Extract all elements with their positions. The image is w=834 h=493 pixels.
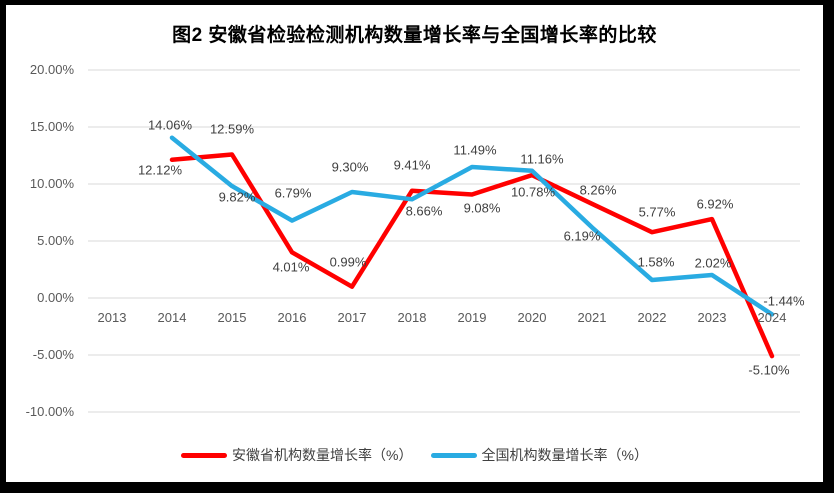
y-tick-label: 5.00% xyxy=(37,233,74,248)
legend-label: 全国机构数量增长率（%） xyxy=(481,447,648,463)
y-tick-label: 20.00% xyxy=(29,62,74,77)
x-tick-label: 2017 xyxy=(337,310,367,325)
x-tick-label: 2019 xyxy=(457,310,487,325)
x-tick-label: 2022 xyxy=(637,310,667,325)
data-label: 6.92% xyxy=(696,196,734,212)
data-label: 9.08% xyxy=(463,200,501,216)
y-tick-label: 15.00% xyxy=(29,119,74,134)
data-label: 0.99% xyxy=(329,254,367,270)
data-label: 2.02% xyxy=(694,255,732,271)
legend-item-0: 安徽省机构数量增长率（%） xyxy=(181,445,413,465)
data-label: 6.79% xyxy=(274,185,312,201)
data-label: 10.78% xyxy=(510,184,556,200)
y-tick-label: 0.00% xyxy=(37,290,74,305)
data-label: 4.01% xyxy=(272,259,310,275)
data-label: -1.44% xyxy=(763,293,805,309)
data-label: 12.12% xyxy=(137,162,183,178)
y-tick-label: 10.00% xyxy=(29,176,74,191)
y-tick-label: -5.00% xyxy=(32,347,74,362)
x-tick-label: 2023 xyxy=(697,310,727,325)
legend-label: 安徽省机构数量增长率（%） xyxy=(232,447,413,463)
data-label: 11.49% xyxy=(453,142,497,158)
data-label: 14.06% xyxy=(147,117,193,133)
x-tick-label: 2013 xyxy=(97,310,127,325)
legend-item-1: 全国机构数量增长率（%） xyxy=(430,445,648,465)
data-label: 8.26% xyxy=(579,182,617,198)
data-label: -5.10% xyxy=(748,362,790,378)
x-tick-label: 2021 xyxy=(577,310,607,325)
series-line-1 xyxy=(169,135,775,317)
x-tick-label: 2018 xyxy=(397,310,427,325)
data-label: 1.58% xyxy=(637,254,675,270)
x-tick-label: 2024 xyxy=(757,310,787,325)
data-label: 6.19% xyxy=(563,228,601,244)
legend-line-sample xyxy=(430,452,477,458)
legend-line-sample xyxy=(181,452,228,458)
data-label: 9.41% xyxy=(393,157,431,173)
data-label: 8.66% xyxy=(405,203,443,219)
data-label: 11.16% xyxy=(520,151,564,167)
data-label: 5.77% xyxy=(638,204,676,220)
x-tick-label: 2014 xyxy=(157,310,187,325)
chart-title: 图2 安徽省检验检测机构数量增长率与全国增长率的比较 xyxy=(172,25,657,46)
series-line-0 xyxy=(169,152,775,359)
y-tick-label: -10.00% xyxy=(25,404,74,419)
x-tick-label: 2016 xyxy=(277,310,307,325)
data-label: 12.59% xyxy=(209,121,255,137)
x-tick-label: 2020 xyxy=(517,310,547,325)
chart-canvas xyxy=(6,5,823,482)
data-label: 9.82% xyxy=(218,189,256,205)
x-tick-label: 2015 xyxy=(217,310,247,325)
legend: 安徽省机构数量增长率（%） 全国机构数量增长率（%） xyxy=(6,446,823,464)
data-label: 9.30% xyxy=(331,159,369,175)
